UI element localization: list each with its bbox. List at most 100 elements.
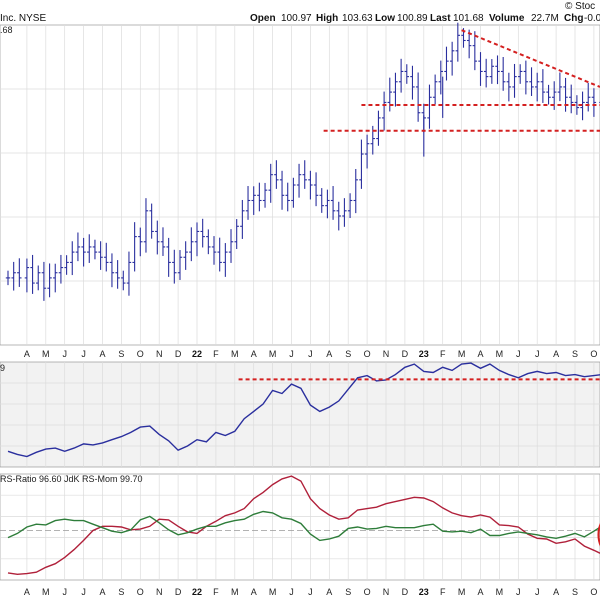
rs-series-line: [7, 362, 600, 458]
month-tick-label: F: [440, 349, 446, 359]
month-tick-label: F: [213, 349, 219, 359]
rrg-panel: RS-Ratio 96.60 JdK RS-Mom 99.70: [0, 473, 600, 581]
month-tick-label: A: [477, 587, 483, 597]
ticker-text: Inc. NYSE: [0, 13, 46, 24]
month-tick-label: S: [118, 349, 124, 359]
chart-header: Inc. NYSE © Stoc Open 100.97 High 103.63…: [0, 1, 600, 24]
month-tick-label: O: [364, 587, 371, 597]
price-bars: [5, 22, 600, 301]
month-tick-label: 23: [419, 349, 429, 359]
rrg-lines: [0, 475, 600, 576]
month-tick-label: A: [553, 587, 559, 597]
month-tick-label: A: [477, 349, 483, 359]
rs-mom-line: [7, 510, 600, 542]
month-tick-label: J: [81, 587, 86, 597]
month-tick-label: A: [251, 349, 257, 359]
month-tick-label: A: [24, 349, 30, 359]
chg-value: -0.0: [584, 13, 600, 24]
month-tick-label: A: [99, 587, 105, 597]
month-tick-label: M: [269, 587, 277, 597]
month-tick-label: A: [326, 587, 332, 597]
month-tick-label: D: [175, 349, 182, 359]
month-tick-label: F: [213, 587, 219, 597]
month-tick-label: S: [345, 349, 351, 359]
month-tick-label: O: [364, 349, 371, 359]
price-panel: .68: [0, 22, 600, 346]
low-label: Low: [375, 13, 395, 24]
month-tick-label: 23: [419, 587, 429, 597]
open-label: Open: [250, 13, 276, 24]
month-tick-label: A: [553, 349, 559, 359]
month-axis-top: A M J J A S O N D 22 F M A M J J A S O N D 23 F M A M J J A S O: [24, 349, 598, 359]
month-tick-label: N: [156, 587, 163, 597]
month-tick-label: O: [590, 349, 597, 359]
rs-ratio-line: [7, 475, 600, 576]
month-tick-label: J: [516, 587, 521, 597]
volume-value: 22.7M: [531, 13, 559, 24]
month-tick-label: M: [269, 349, 277, 359]
month-tick-label: J: [62, 349, 67, 359]
month-tick-label: D: [402, 349, 409, 359]
high-value: 103.63: [342, 13, 373, 24]
month-tick-label: A: [24, 587, 30, 597]
month-tick-label: D: [402, 587, 409, 597]
month-tick-label: A: [326, 349, 332, 359]
volume-label: Volume: [489, 13, 525, 24]
month-tick-label: D: [175, 587, 182, 597]
low-value: 100.89: [397, 13, 428, 24]
rs-grid: [0, 362, 600, 467]
month-tick-label: M: [458, 587, 466, 597]
month-tick-label: J: [308, 587, 313, 597]
month-tick-label: J: [535, 349, 540, 359]
price-corner-value: .68: [0, 25, 13, 35]
rrg-annotations: [597, 523, 600, 547]
month-tick-label: O: [137, 349, 144, 359]
month-tick-label: M: [231, 349, 239, 359]
highlight-circle: [597, 523, 600, 547]
month-tick-label: S: [572, 349, 578, 359]
rs-panel-label: 9: [0, 363, 5, 373]
trend-line: [461, 29, 600, 88]
month-tick-label: M: [496, 349, 504, 359]
last-label: Last: [430, 13, 451, 24]
month-tick-label: S: [345, 587, 351, 597]
price-annotations: [323, 29, 600, 132]
price-panel-bg: [0, 24, 600, 346]
month-tick-label: J: [516, 349, 521, 359]
month-tick-label: S: [572, 587, 578, 597]
chg-label: Chg: [564, 13, 583, 24]
month-tick-label: J: [535, 587, 540, 597]
month-tick-label: M: [42, 587, 50, 597]
month-tick-label: 22: [192, 349, 202, 359]
open-value: 100.97: [281, 13, 312, 24]
month-tick-label: O: [137, 587, 144, 597]
brand-text: © Stoc: [565, 1, 595, 12]
high-label: High: [316, 13, 338, 24]
month-axis-bottom: A M J J A S O N D 22 F M A M J J A S O N D 23 F M A M J J A S O: [24, 587, 598, 597]
rs-panel: 9: [0, 361, 600, 468]
rs-lines: [7, 362, 600, 458]
month-tick-label: J: [81, 349, 86, 359]
month-tick-label: N: [156, 349, 163, 359]
month-tick-label: J: [62, 587, 67, 597]
month-tick-label: J: [289, 349, 294, 359]
month-tick-label: F: [440, 587, 446, 597]
month-tick-label: M: [458, 349, 466, 359]
month-tick-label: 22: [192, 587, 202, 597]
rrg-legend: RS-Ratio 96.60 JdK RS-Mom 99.70: [0, 474, 143, 484]
month-tick-label: M: [231, 587, 239, 597]
month-tick-label: N: [383, 349, 390, 359]
rrg-panel-bg: [0, 473, 600, 581]
rs-panel-bg: [0, 361, 600, 468]
month-tick-label: O: [590, 587, 597, 597]
month-tick-label: S: [118, 587, 124, 597]
month-tick-label: M: [42, 349, 50, 359]
month-tick-label: A: [99, 349, 105, 359]
month-tick-label: A: [251, 587, 257, 597]
month-tick-label: J: [308, 349, 313, 359]
month-tick-label: M: [496, 587, 504, 597]
month-tick-label: J: [289, 587, 294, 597]
month-tick-label: N: [383, 587, 390, 597]
last-value: 101.68: [453, 13, 484, 24]
